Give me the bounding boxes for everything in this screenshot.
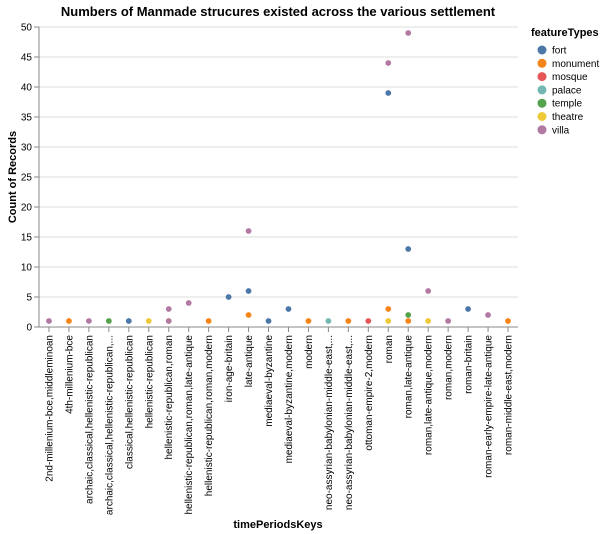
data-point-villa xyxy=(425,288,432,294)
legend-symbol-villa xyxy=(537,125,547,135)
data-points xyxy=(46,30,511,324)
legend-label-villa: villa xyxy=(552,125,570,136)
y-tick-label: 25 xyxy=(21,173,33,184)
legend-symbol-theatre xyxy=(537,112,547,121)
x-tick-label: roman,modern xyxy=(444,335,455,400)
legend-label-temple: temple xyxy=(552,99,582,110)
legend-title: featureTypes xyxy=(531,27,599,39)
y-tick-label: 0 xyxy=(26,323,32,334)
data-point-fort xyxy=(265,318,272,324)
data-point-villa xyxy=(485,312,491,318)
data-point-villa xyxy=(245,228,252,234)
data-point-fort xyxy=(285,306,292,312)
x-tick-label: hellenistic-republican,roman,late-antiqu… xyxy=(184,335,195,515)
y-tick-label: 5 xyxy=(26,293,32,304)
legend-symbol-monument xyxy=(537,58,547,68)
data-point-monument xyxy=(66,318,72,324)
x-tick-label: mediaeval-byzantine xyxy=(264,335,275,427)
x-tick-label: hellenistic-republican,roman,modern xyxy=(204,335,215,496)
y-tick-label: 10 xyxy=(21,263,33,274)
data-point-villa xyxy=(445,318,452,324)
x-tick-label: neo-assyrian-babylonian-middle-east,... xyxy=(344,335,355,510)
legend-symbol-temple xyxy=(537,98,547,108)
x-tick-label: mediaeval-byzantine,modern xyxy=(284,335,295,463)
x-tick-label: hellenistic-republican,roman xyxy=(164,335,175,460)
data-point-villa xyxy=(85,318,92,324)
legend-symbol-mosque xyxy=(537,72,547,82)
y-tick-label: 45 xyxy=(21,53,33,64)
data-point-monument xyxy=(345,318,352,324)
x-tick-label: roman-early-empire-late-antique xyxy=(484,335,495,478)
legend-symbol-fort xyxy=(537,45,547,55)
x-tick-label: roman-britain xyxy=(464,335,475,394)
data-point-fort xyxy=(385,90,392,96)
x-axis-title: timePeriodsKeys xyxy=(233,519,322,531)
data-point-villa xyxy=(165,318,172,324)
x-tick-label: 4th-millenium-bce xyxy=(64,335,75,414)
y-axis-title: Count of Records xyxy=(7,131,19,223)
data-point-palace xyxy=(325,318,332,324)
y-tick-label: 50 xyxy=(21,23,33,34)
x-tick-label: archaic,classical,hellenistic-republican… xyxy=(104,335,115,515)
data-point-monument xyxy=(505,318,511,324)
legend-label-mosque: mosque xyxy=(552,72,588,83)
y-tick-label: 20 xyxy=(21,203,33,214)
legend-label-theatre: theatre xyxy=(552,112,584,123)
legend-symbol-palace xyxy=(537,85,547,95)
legend-label-palace: palace xyxy=(552,85,582,96)
data-point-fort xyxy=(225,294,232,300)
data-point-villa xyxy=(185,300,192,306)
x-tick-label: roman,late-antique xyxy=(404,335,415,419)
y-tick-label: 30 xyxy=(21,143,33,154)
data-point-theatre xyxy=(385,318,392,324)
data-point-monument xyxy=(245,312,252,318)
data-point-fort xyxy=(245,288,252,294)
x-tick-label: classical,hellenistic-republican xyxy=(124,335,135,469)
x-tick-label: modern xyxy=(304,335,315,369)
data-point-villa xyxy=(46,318,52,324)
x-tick-label: ottoman-empire-2,modern xyxy=(364,335,375,451)
data-point-monument xyxy=(385,306,392,312)
x-tick-label: hellenistic-republican xyxy=(144,335,155,428)
x-tick-label: 2nd-millenium-bce,middleminoan xyxy=(44,335,55,482)
x-axis: 2nd-millenium-bce,middleminoan 4th-millen… xyxy=(39,326,518,515)
data-point-fort xyxy=(465,306,472,312)
data-point-monument xyxy=(205,318,212,324)
data-point-villa xyxy=(405,30,412,36)
data-point-monument xyxy=(305,318,312,324)
x-tick-label: neo-assyrian-babylonian-middle-east,... xyxy=(324,335,335,510)
legend-label-fort: fort xyxy=(552,46,567,57)
data-point-temple xyxy=(405,312,412,318)
x-tick-label: archaic,classical,hellenistic-republican xyxy=(84,335,95,504)
x-tick-label: roman,late-antique,modern xyxy=(424,335,435,455)
gridlines xyxy=(39,26,518,328)
chart-title: Numbers of Manmade strucures existed acr… xyxy=(61,4,496,19)
data-point-fort xyxy=(125,318,132,324)
x-tick-label: roman-middle-east,modern xyxy=(504,335,515,455)
data-point-fort xyxy=(405,246,412,252)
data-point-villa xyxy=(165,306,172,312)
legend: featureTypes fort monument mosque palace tem… xyxy=(531,27,599,136)
data-point-temple xyxy=(105,318,112,324)
data-point-theatre xyxy=(145,318,152,324)
x-tick-label: iron-age-britain xyxy=(224,335,235,402)
y-tick-label: 15 xyxy=(21,233,33,244)
legend-label-monument: monument xyxy=(552,59,599,70)
y-tick-label: 40 xyxy=(21,83,33,94)
data-point-monument xyxy=(405,318,412,324)
data-point-mosque xyxy=(365,318,372,324)
y-tick-label: 35 xyxy=(21,113,33,124)
data-point-theatre xyxy=(425,318,432,324)
data-point-villa xyxy=(385,60,392,66)
y-axis: 0 5 10 15 20 25 30 35 40 45 50 xyxy=(21,23,40,334)
x-tick-label: roman xyxy=(384,335,395,363)
x-tick-label: late-antique xyxy=(244,335,255,388)
